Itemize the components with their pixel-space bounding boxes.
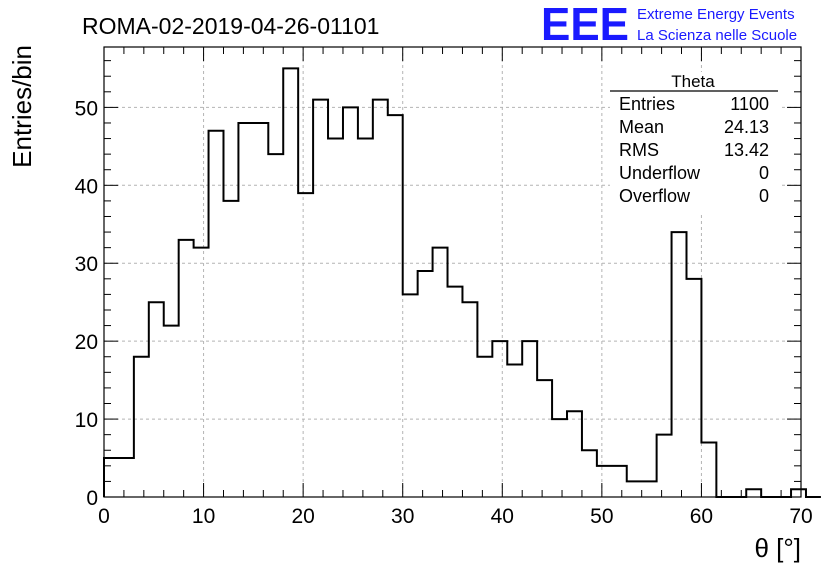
histogram-bin: [179, 240, 194, 497]
histogram-bin: [642, 481, 657, 497]
histogram-series: [103, 67, 821, 498]
histogram-bin: [672, 232, 687, 497]
histogram-bin: [612, 466, 627, 497]
stats-label-entries: Entries: [619, 94, 675, 114]
x-tick-label: 50: [590, 505, 613, 528]
histogram-bin: [358, 139, 373, 497]
histogram-bin: [552, 419, 567, 497]
logo-line-2: La Scienza nelle Scuole: [637, 27, 797, 44]
y-tick-label: 0: [86, 487, 98, 510]
stats-value-rms: 13.42: [724, 140, 769, 160]
y-tick-label: 20: [75, 331, 98, 354]
x-tick-label: 40: [491, 505, 514, 528]
histogram-bin: [283, 68, 298, 497]
histogram-bin: [328, 139, 343, 497]
y-tick-label: 30: [75, 253, 98, 276]
histogram-bin: [746, 489, 761, 497]
y-tick-label: 40: [75, 175, 98, 198]
histogram-bin: [238, 123, 253, 497]
stats-label-mean: Mean: [619, 117, 664, 137]
histogram-bin: [477, 357, 492, 497]
stats-value-overflow: 0: [759, 186, 769, 206]
histogram-outline: [103, 67, 821, 498]
histogram-bin: [582, 450, 597, 497]
stats-title: Theta: [671, 72, 715, 91]
histogram-bin: [403, 294, 418, 497]
x-tick-label: 70: [789, 505, 812, 528]
y-tick-label: 50: [75, 97, 98, 120]
x-axis-title: θ [°]: [754, 533, 801, 563]
logo-line-1: Extreme Energy Events: [637, 6, 795, 23]
histogram-bin: [253, 123, 268, 497]
eee-logo: EEE Extreme Energy Events La Scienza nel…: [541, 0, 797, 50]
histogram-bin: [164, 326, 179, 497]
logo-mark: EEE: [541, 0, 629, 50]
histogram-bin: [119, 458, 134, 497]
histogram-bin: [149, 302, 164, 497]
histogram-bin: [388, 115, 403, 497]
histogram-bin: [268, 154, 283, 497]
histogram-bin: [194, 248, 209, 497]
histogram-bin: [343, 107, 358, 497]
y-axis-title: Entries/bin: [7, 45, 37, 168]
histogram-bin: [567, 411, 582, 497]
stats-label-underflow: Underflow: [619, 163, 701, 183]
histogram-bin: [701, 442, 716, 497]
y-tick-label: 10: [75, 409, 98, 432]
run-title: ROMA-02-2019-04-26-01101: [82, 13, 379, 39]
histogram-bin: [418, 271, 433, 497]
histogram-bin: [134, 357, 149, 497]
plot-frame: [103, 46, 802, 498]
histogram-bin: [791, 489, 806, 497]
stats-value-entries: 1100: [730, 94, 769, 114]
stats-box: Theta Entries 1100 Mean 24.13 RMS 13.42 …: [610, 72, 780, 212]
histogram-bin: [597, 466, 612, 497]
histogram-bin: [223, 201, 238, 497]
stats-value-mean: 24.13: [724, 117, 769, 137]
histogram-bin: [298, 193, 313, 497]
histogram-bin: [627, 481, 642, 497]
x-tick-label: 60: [690, 505, 713, 528]
x-tick-label: 20: [291, 505, 314, 528]
histogram-bin: [433, 248, 448, 497]
x-tick-label: 10: [192, 505, 215, 528]
histogram-bin: [448, 287, 463, 497]
stats-label-rms: RMS: [619, 140, 659, 160]
stats-value-underflow: 0: [759, 163, 769, 183]
stats-label-overflow: Overflow: [619, 186, 691, 206]
histogram-bin: [373, 100, 388, 497]
histogram-bin: [686, 279, 701, 497]
x-tick-label: 0: [98, 505, 110, 528]
histogram-bin: [209, 131, 224, 497]
tick-labels: 0 10 20 30 40 50 60 70 0 10 20 30 40 50: [75, 97, 813, 528]
histogram-bin: [507, 365, 522, 497]
histogram-bin: [104, 458, 119, 497]
histogram-bin: [537, 380, 552, 497]
histogram-bin: [657, 435, 672, 497]
histogram-bin: [313, 100, 328, 497]
histogram-bin: [462, 302, 477, 497]
axis-ticks: [103, 47, 802, 498]
x-tick-label: 30: [391, 505, 414, 528]
